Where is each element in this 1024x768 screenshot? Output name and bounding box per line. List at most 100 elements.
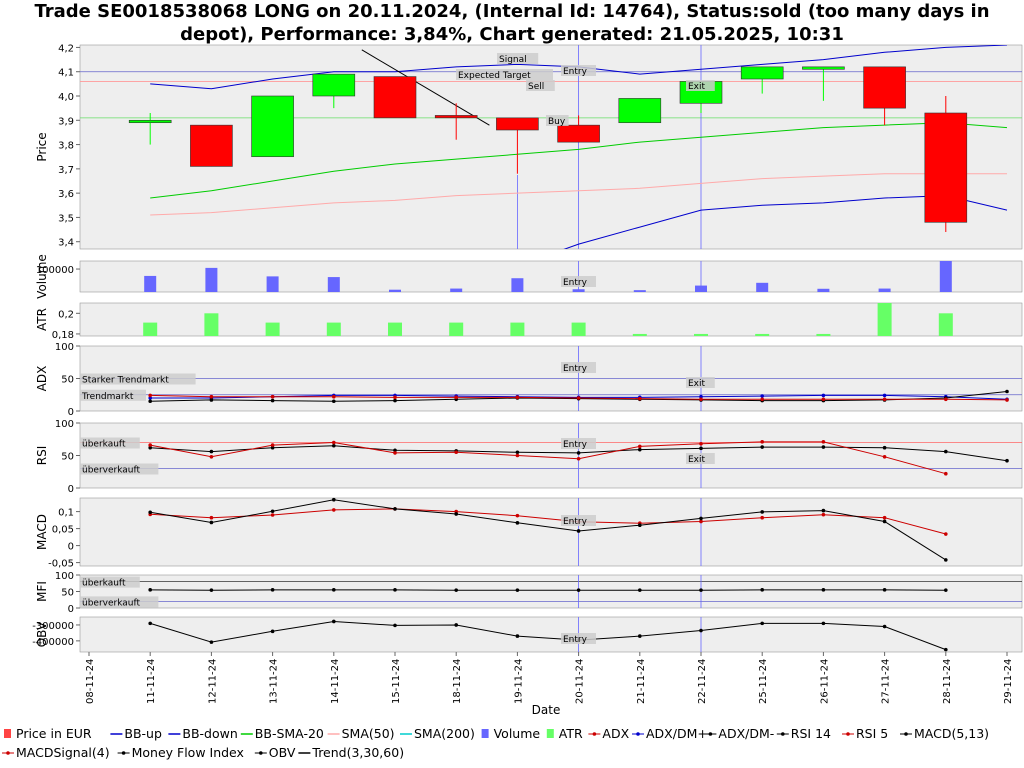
rsi14-line-point bbox=[332, 443, 336, 448]
adx-dmplus-line-point bbox=[699, 394, 703, 399]
legend-swatch-dot bbox=[846, 732, 850, 736]
adx-line-point bbox=[393, 395, 397, 400]
mfi-line-point bbox=[270, 588, 275, 592]
legend-swatch-dot bbox=[259, 751, 263, 755]
price-tick-label: 3,8 bbox=[58, 141, 74, 152]
price-axis-label: Price bbox=[35, 132, 49, 161]
obv-entry-label-bg bbox=[561, 633, 596, 644]
macd-line-point bbox=[332, 497, 336, 502]
legend-entry-label: Volume bbox=[494, 726, 541, 741]
rsi5-line-point bbox=[515, 453, 520, 458]
volume-bar bbox=[389, 289, 401, 292]
adx-line-point bbox=[332, 394, 336, 399]
obv-line-point bbox=[944, 647, 948, 652]
obv-line-point bbox=[270, 629, 275, 634]
legend-entry-label: BB-down bbox=[182, 726, 237, 741]
legend-swatch-dot bbox=[6, 751, 10, 755]
macd-axis-label: MACD bbox=[35, 514, 49, 550]
mfi-line-point bbox=[699, 588, 703, 592]
adx-tick-label: 0 bbox=[68, 407, 74, 418]
atr-bar bbox=[694, 333, 708, 336]
obv-line-point bbox=[515, 634, 520, 638]
legend-entry-label: BB-SMA-20 bbox=[255, 726, 324, 741]
adx-dmplus-line-point bbox=[882, 393, 887, 398]
chart-title-line2: depot), Performance: 3,84%, Chart genera… bbox=[180, 24, 844, 45]
mfi-line-point bbox=[332, 588, 336, 592]
obv-line-point bbox=[454, 623, 459, 627]
macd-signal-line-point bbox=[270, 513, 275, 517]
rsi14-line-point bbox=[821, 445, 826, 449]
legend-swatch bbox=[481, 729, 489, 738]
x-axis-label: Date bbox=[532, 703, 561, 717]
mfi-ueberkauft-label: überkauft bbox=[82, 579, 126, 589]
adx-line-point bbox=[760, 397, 764, 402]
rsi-entry-label: Entry bbox=[563, 440, 588, 450]
rsi-tick-label: 50 bbox=[61, 452, 74, 463]
legend-entry-label: MACD(5,13) bbox=[914, 726, 989, 741]
adx-dmplus-line-point bbox=[148, 396, 152, 400]
macd-line-point bbox=[148, 510, 152, 515]
rsi-ueberkauft-label-bg bbox=[80, 437, 140, 449]
signal-label: Signal bbox=[499, 55, 527, 65]
x-tick-label: 18-11-24 bbox=[452, 659, 463, 704]
legend-entry-label: RSI 5 bbox=[856, 726, 888, 741]
adx-tick-label: 50 bbox=[61, 375, 74, 386]
candle-body bbox=[434, 115, 478, 119]
legend-entry-label: ADX/DM+ bbox=[646, 726, 708, 741]
mfi-line-point bbox=[209, 588, 214, 592]
mfi-tick-label: 100 bbox=[55, 571, 74, 582]
rsi-tick-label: 0 bbox=[68, 484, 74, 495]
mfi-ueberverkauft-label-bg bbox=[80, 596, 159, 608]
macd-entry-label-bg bbox=[561, 515, 596, 526]
x-tick-label: 14-11-24 bbox=[330, 659, 341, 704]
rsi-ueberverkauft-label: überverkauft bbox=[82, 466, 141, 476]
trend-line bbox=[361, 49, 490, 126]
macd-signal-line-point bbox=[821, 512, 826, 517]
obv-line-point bbox=[332, 619, 336, 624]
atr-bar bbox=[877, 303, 892, 336]
legend-entry-label: BB-up bbox=[124, 726, 162, 741]
macd-line-point bbox=[944, 558, 948, 562]
macd-tick-label: 0,05 bbox=[52, 525, 74, 536]
legend-entry-label: ADX bbox=[602, 726, 629, 741]
macd-line-point bbox=[821, 508, 826, 513]
adx-dmminus-line-point bbox=[148, 399, 152, 404]
rsi5-line bbox=[150, 441, 946, 475]
x-tick-label: 27-11-24 bbox=[881, 659, 892, 704]
macd-line-point bbox=[638, 523, 642, 527]
mfi-line-point bbox=[515, 588, 520, 592]
obv-line-point bbox=[393, 623, 397, 628]
adx-line-point bbox=[944, 397, 948, 402]
atr-tick-label: 0,18 bbox=[52, 330, 74, 341]
volume-bar bbox=[144, 275, 157, 292]
x-tick-label: 20-11-24 bbox=[575, 659, 586, 704]
rsi-exit-label: Exit bbox=[688, 455, 706, 465]
adx-dmminus-line-point bbox=[1005, 389, 1009, 394]
rsi-axis-label: RSI bbox=[35, 446, 49, 466]
price-tick-label: 3,7 bbox=[58, 165, 74, 176]
adx-dmminus-line-point bbox=[270, 398, 275, 403]
rsi-tick-label: 100 bbox=[55, 419, 74, 430]
sma50-line bbox=[150, 173, 1007, 216]
mfi-tick-label: 0 bbox=[68, 604, 74, 615]
adx-line-point bbox=[699, 397, 703, 402]
legend-swatch bbox=[4, 729, 11, 738]
adx-axis-label: ADX bbox=[35, 366, 49, 392]
rsi-ueberkauft-label: überkauft bbox=[82, 440, 126, 450]
mfi-line-point bbox=[638, 588, 642, 592]
volume-tick-label: 100000 bbox=[36, 265, 74, 276]
atr-bar bbox=[816, 333, 831, 336]
atr-bar bbox=[755, 333, 770, 336]
obv-line bbox=[150, 620, 946, 651]
atr-axis-label: ATR bbox=[35, 308, 49, 331]
obv-line-point bbox=[699, 628, 703, 633]
macd-line-point bbox=[699, 516, 703, 521]
macd-line-point bbox=[393, 507, 397, 511]
mfi-axis-label: MFI bbox=[35, 581, 49, 602]
legend-entry-label: ATR bbox=[559, 726, 583, 741]
candle-body bbox=[496, 117, 539, 131]
price-tick-label: 3,9 bbox=[58, 116, 74, 127]
price-tick-label: 3,4 bbox=[58, 238, 74, 249]
macd-signal-line-point bbox=[209, 515, 214, 520]
